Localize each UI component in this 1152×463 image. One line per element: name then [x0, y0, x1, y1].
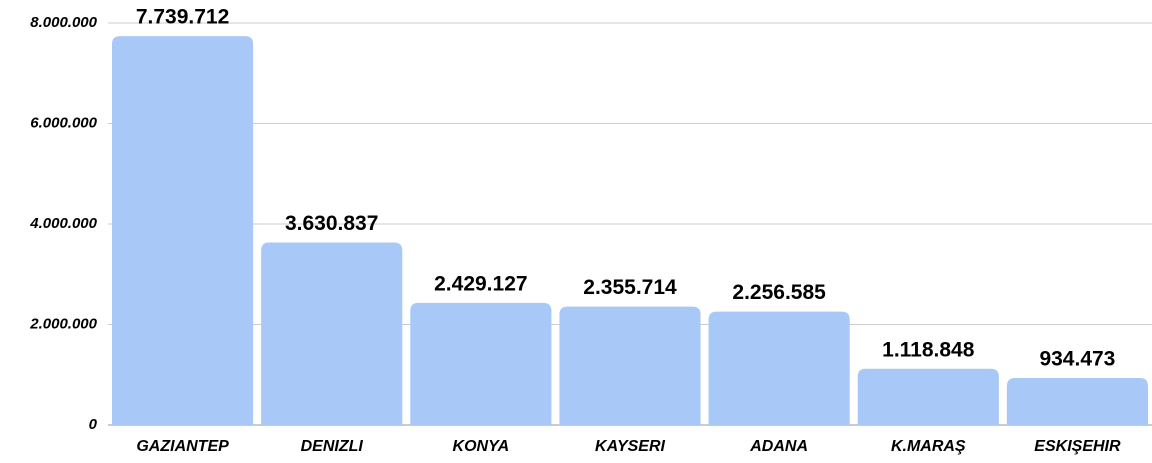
y-tick-label: 8.000.000	[30, 14, 97, 31]
x-tick-label: ESKIŞEHIR	[1034, 438, 1121, 455]
bar	[559, 306, 701, 425]
bar	[261, 242, 403, 425]
bar	[708, 311, 850, 425]
y-tick-label: 6.000.000	[30, 114, 97, 131]
data-label: 2.256.585	[732, 281, 826, 304]
x-tick-label: ADANA	[749, 438, 808, 455]
x-tick-label: DENIZLI	[301, 438, 364, 455]
y-tick-label: 2.000.000	[29, 315, 97, 332]
bar	[857, 368, 999, 425]
x-tick-label: GAZIANTEP	[136, 438, 229, 455]
y-tick-label: 0	[89, 416, 98, 433]
data-label: 2.355.714	[583, 276, 677, 299]
x-tick-label: KAYSERI	[595, 438, 665, 455]
y-tick-label: 4.000.000	[29, 215, 97, 232]
data-label: 3.630.837	[285, 212, 378, 235]
bar	[1006, 378, 1148, 425]
bar	[410, 302, 552, 425]
x-tick-label: K.MARAŞ	[891, 438, 966, 455]
data-label: 2.429.127	[434, 272, 527, 295]
bar	[112, 36, 254, 426]
data-label: 7.739.712	[136, 6, 229, 29]
x-tick-label: KONYA	[453, 438, 510, 455]
data-label: 934.473	[1039, 348, 1115, 371]
data-label: 1.118.848	[882, 338, 975, 361]
